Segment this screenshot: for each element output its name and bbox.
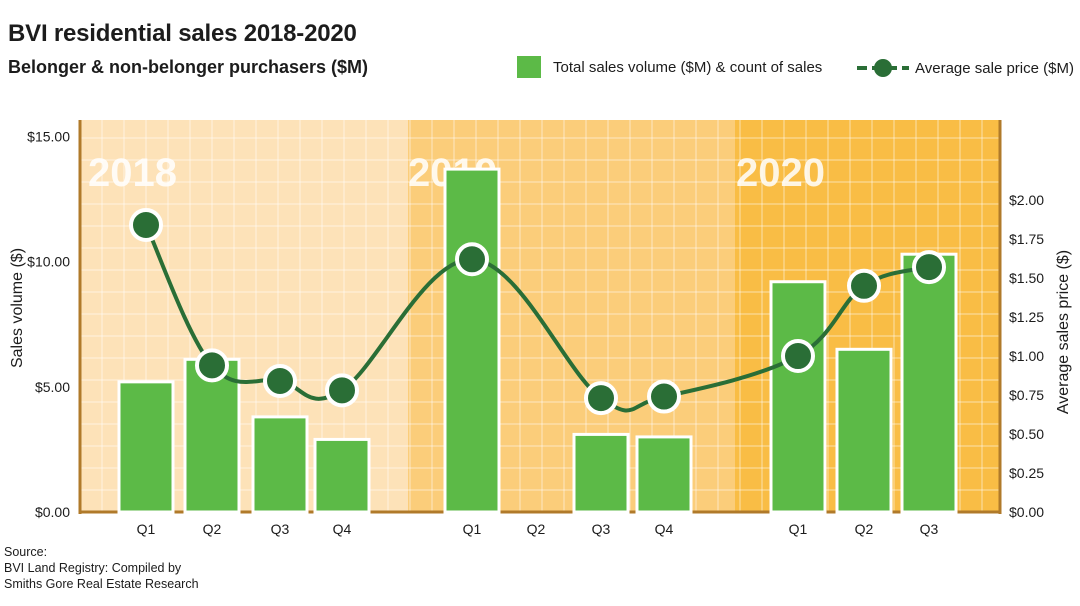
avg-price-point-2019-Q3 [584, 381, 618, 416]
bar-2019-Q4 [635, 435, 693, 514]
y-right-tick-label: $0.50 [1009, 426, 1044, 442]
bar-2020-Q2 [835, 347, 893, 514]
legend-line-item: Average sale price ($M) [855, 56, 1074, 80]
bar-2019-Q1 [443, 167, 501, 514]
avg-price-point-2018-Q4 [325, 373, 359, 408]
avg-price-point-2020-Q2 [847, 268, 881, 303]
x-tick-label: Q1 [137, 521, 156, 537]
avg-price-point-2018-Q3 [263, 363, 297, 398]
bar-2018-Q1 [117, 380, 175, 514]
y-right-tick-label: $1.75 [1009, 231, 1044, 247]
y-right-tick-label: $1.50 [1009, 270, 1044, 286]
bar-2018-Q2 [183, 357, 241, 514]
x-tick-label: Q3 [271, 521, 290, 537]
avg-price-point-2018-Q2 [195, 348, 229, 383]
avg-price-point-2019-Q1 [455, 242, 489, 277]
chart-subtitle: Belonger & non-belonger purchasers ($M) [8, 57, 369, 77]
y-right-tick-label: $0.00 [1009, 504, 1044, 520]
chart-title: BVI residential sales 2018-2020 [8, 20, 357, 47]
x-tick-label: Q2 [855, 521, 874, 537]
y-left-axis-title: Sales volume ($) [9, 248, 26, 368]
legend-line-swatch [857, 59, 909, 77]
bar-2020-Q3 [900, 252, 958, 514]
x-tick-label: Q2 [203, 521, 222, 537]
avg-price-point-2019-Q4 [647, 379, 681, 414]
year-label-2020: 2020 [736, 151, 825, 195]
avg-price-line [144, 224, 930, 413]
avg-price-point-2018-Q1 [129, 207, 163, 242]
legend-bar-label: Total sales volume ($M) & count of sales [553, 58, 823, 76]
legend-bar-swatch [517, 56, 541, 78]
source-label: Source: [4, 545, 48, 559]
source-note: Source: BVI Land Registry: Compiled by S… [4, 544, 224, 592]
y-right-axis-title: Average sales price ($) [1055, 250, 1072, 414]
x-tick-label: Q4 [655, 521, 674, 537]
y-right-tick-label: $0.25 [1009, 465, 1044, 481]
x-tick-label: Q1 [463, 521, 482, 537]
bar-2020-Q1 [769, 280, 827, 514]
source-line-1: BVI Land Registry: Compiled by [4, 561, 182, 575]
x-tick-label: Q1 [789, 521, 808, 537]
bar-2019-Q3 [572, 432, 630, 514]
legend-line-label: Average sale price ($M) [915, 59, 1074, 77]
bar-2018-Q4 [313, 437, 371, 514]
x-tick-label: Q4 [333, 521, 352, 537]
source-line-2: Smiths Gore Real Estate Research [4, 577, 199, 591]
y-left-tick-label: $5.00 [35, 379, 70, 395]
y-left-tick-label: $10.00 [27, 254, 70, 270]
avg-price-point-2020-Q1 [781, 339, 815, 373]
x-tick-label: Q3 [920, 521, 939, 537]
legend-bar-item: Total sales volume ($M) & count of sales [517, 56, 822, 78]
avg-price-point-2020-Q3 [912, 250, 946, 285]
y-right-tick-label: $2.00 [1009, 192, 1044, 208]
year-label-2018: 2018 [88, 151, 177, 195]
y-right-tick-label: $1.25 [1009, 309, 1044, 325]
x-tick-label: Q2 [527, 521, 546, 537]
y-right-tick-label: $1.00 [1009, 348, 1044, 364]
x-tick-label: Q3 [592, 521, 611, 537]
y-left-tick-label: $15.00 [27, 129, 70, 145]
bar-2018-Q3 [251, 415, 309, 514]
y-right-tick-label: $0.75 [1009, 387, 1044, 403]
y-left-tick-label: $0.00 [35, 504, 70, 520]
